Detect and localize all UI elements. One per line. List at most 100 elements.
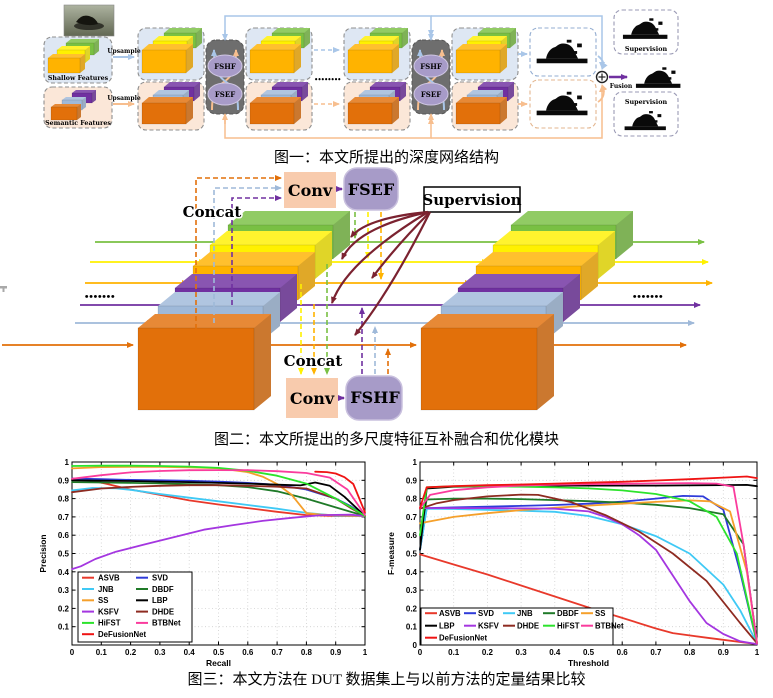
y-tick-label: 0 [413, 641, 418, 650]
legend-item-DHDE: DHDE [152, 607, 174, 616]
legend-item-SS: SS [595, 609, 605, 618]
legend-item-SVD: SVD [152, 574, 168, 583]
y-tick-label: 0.7 [58, 513, 70, 522]
supervision-arrow [330, 211, 429, 304]
input-photo [63, 4, 115, 37]
x-tick-label: 0.8 [301, 648, 313, 657]
f-measure-threshold-chart: 0 0.1 0.2 0.3 0.4 0.5 0.6 0.7 0.8 0.9 1 0 0.1 0.2 0.3 0… [386, 458, 760, 668]
conv-top-label: Conv [288, 181, 333, 200]
slab-stack-1 [137, 211, 350, 411]
feature-slab-dorange [420, 314, 554, 411]
x-tick-label: 0.6 [242, 648, 254, 657]
figure1-caption: 图一：本文所提出的深度网络结构 [273, 150, 499, 166]
conv-bottom-label: Conv [290, 389, 335, 408]
legend-item-KSFV: KSFV [478, 622, 500, 631]
y-tick-label: 0.4 [406, 568, 418, 577]
figure1-generated-graphics [43, 9, 688, 139]
series-DeFusionNet [419, 475, 758, 509]
series-SS [419, 499, 758, 645]
feature-column-1 [137, 27, 205, 131]
feature-slab-dorange [50, 104, 81, 121]
feature-slab-amber [47, 54, 85, 74]
series-KSFV [71, 513, 366, 570]
fshf-module1-label: FSHF [214, 62, 236, 71]
series-DBDF [419, 497, 758, 645]
fusion-module-1 [205, 30, 245, 124]
legend-item-DeFusionNet: DeFusionNet [439, 634, 487, 643]
feature-slab-dorange [249, 97, 301, 125]
y-tick-label: 0.3 [58, 586, 70, 595]
precision-recall-chart: 0 0.1 0.2 0.3 0.4 0.5 0.6 0.7 0.8 0.9 1 0.1 0.2 0.3 0.… [38, 458, 368, 668]
y-tick-label: 0.3 [406, 586, 418, 595]
series-DHDE [419, 493, 758, 645]
x-tick-label: 0.1 [96, 648, 108, 657]
x-tick-label: 0.7 [650, 648, 662, 657]
supervision-arrow [350, 210, 429, 238]
x-tick-label: 0 [70, 648, 75, 657]
supervision-bottom-label: Supervision [625, 98, 668, 106]
x-tick-label: 0.2 [482, 648, 494, 657]
supervision-arrows [330, 210, 431, 336]
legend-item-SS: SS [98, 596, 108, 605]
y-tick-label: 1 [413, 458, 418, 467]
fusion-label: Fusion [610, 83, 633, 90]
fsef-module2-label: FSEF [421, 90, 441, 99]
ellipsis-dots-left: ••••••• [85, 291, 115, 303]
y-tick-label: 0.6 [406, 531, 418, 540]
figure2-caption: 图二：本文所提出的多尺度特征互补融合和优化模块 [213, 432, 559, 448]
fsef-box [343, 167, 399, 211]
ellipsis-dots: •••••••• [315, 75, 341, 84]
series-BTBNet [419, 482, 758, 645]
series-BTBNet [71, 469, 366, 516]
x-tick-label: 0.4 [184, 648, 196, 657]
x-tick-label: 0.3 [516, 648, 528, 657]
y-tick-label: 0.1 [406, 623, 418, 632]
fsef-label: FSEF [348, 180, 395, 199]
module-boxes [284, 167, 521, 421]
fsef-module1-label: FSEF [215, 90, 235, 99]
y-tick-label: 0.5 [58, 550, 70, 559]
supervision-arrow [371, 211, 431, 279]
x-tick-label: 0.4 [549, 648, 561, 657]
concat-dashed-arrows [195, 175, 391, 375]
y-tick-label: 0.6 [58, 531, 70, 540]
x-tick-label: 0.8 [684, 648, 696, 657]
fshf-ellipse [207, 54, 243, 78]
x-tick-label: 0.9 [718, 648, 730, 657]
y-axis-label: F-measure [386, 532, 396, 575]
x-axis-label: Recall [206, 658, 231, 668]
legend-box [77, 571, 193, 643]
fshf-module2-label: FSHF [420, 62, 442, 71]
feature-slab-amber [347, 44, 399, 74]
feature-flow-lines [2, 239, 713, 348]
legend-item-BTBNet: BTBNet [595, 622, 624, 631]
y-tick-label: 0.8 [406, 495, 418, 504]
y-tick-label: 1 [65, 458, 70, 467]
y-tick-label: 0.8 [58, 495, 70, 504]
x-tick-label: 0.9 [330, 648, 342, 657]
y-tick-label: 0.4 [58, 568, 70, 577]
x-axis-label: Threshold [568, 658, 609, 668]
feature-slab-amber [249, 44, 301, 74]
y-tick-label: 0.5 [406, 550, 418, 559]
conv-top-box [284, 172, 336, 208]
legend-item-HiFST: HiFST [98, 619, 121, 628]
fshf-label: FSHF [350, 388, 400, 407]
series-KSFV [419, 507, 758, 646]
legend-item-HiFST: HiFST [557, 622, 580, 631]
feature-slab-dorange [455, 97, 507, 125]
fsef-ellipse [413, 82, 449, 106]
legend-item-JNB: JNB [98, 585, 114, 594]
conv-bottom-box [286, 378, 338, 418]
upsample-bottom-label: Upsample [107, 95, 141, 102]
y-tick-label: 0.9 [406, 476, 418, 485]
series-LBP [419, 484, 758, 551]
feature-column-4 [451, 27, 519, 131]
feature-slab-amber [455, 44, 507, 74]
x-tick-label: 0.7 [272, 648, 284, 657]
feature-slabs [137, 211, 633, 411]
supervision-arrow [354, 211, 431, 336]
x-tick-label: 0.5 [583, 648, 595, 657]
x-tick-label: 0.3 [154, 648, 166, 657]
